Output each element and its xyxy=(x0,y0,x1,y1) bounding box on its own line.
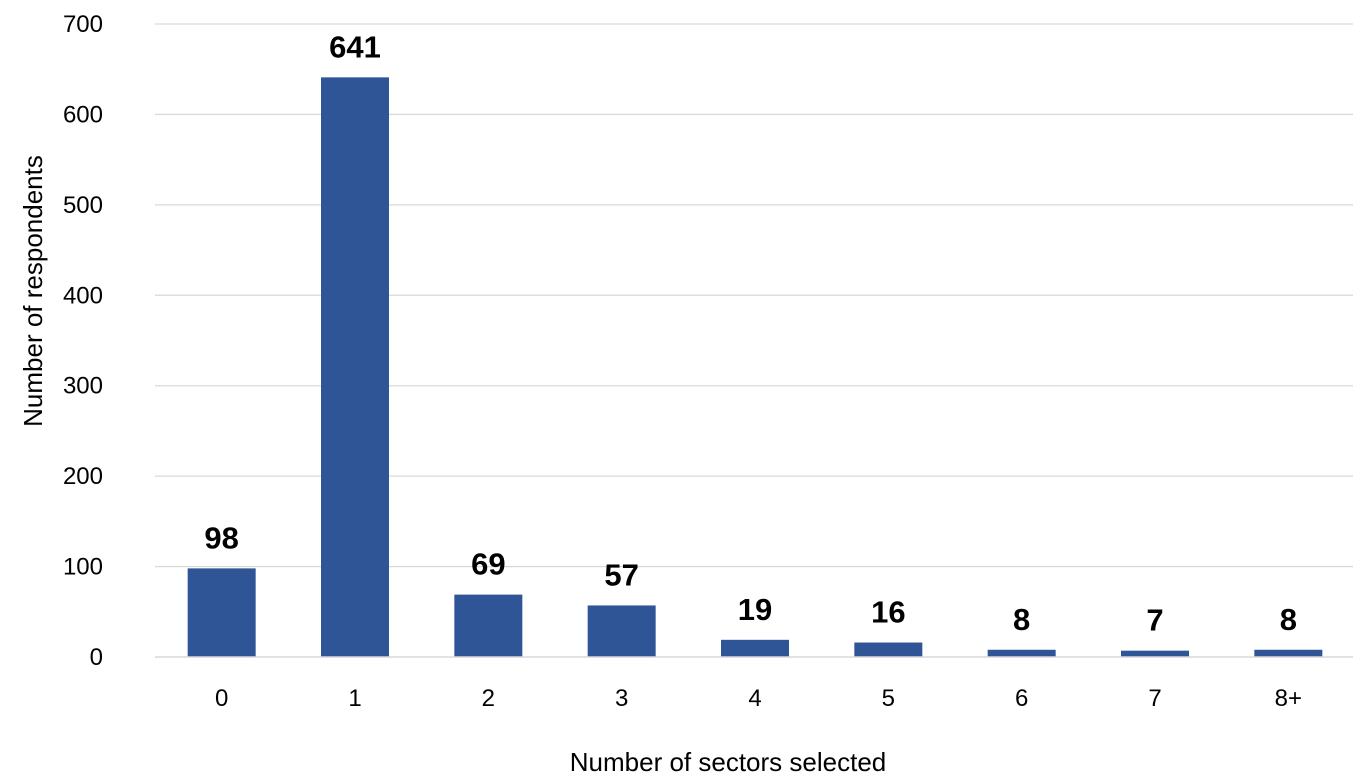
x-axis-ticks: 0 1 2 3 4 5 6 7 8+ xyxy=(215,685,1302,712)
y-tick-label: 100 xyxy=(63,554,103,581)
y-tick-label: 300 xyxy=(63,373,103,400)
bar-6 xyxy=(987,649,1056,657)
y-tick-label: 700 xyxy=(63,11,103,38)
bar-7 xyxy=(1121,650,1189,657)
x-tick-label: 0 xyxy=(215,685,228,712)
x-tick-label: 7 xyxy=(1148,685,1161,712)
bar-1 xyxy=(321,77,389,658)
bar-2 xyxy=(454,594,523,657)
x-tick-label: 1 xyxy=(348,685,361,712)
y-tick-label: 200 xyxy=(63,463,103,490)
data-label: 19 xyxy=(738,592,772,627)
y-axis-title: Number of respondents xyxy=(18,155,48,427)
y-tick-label: 600 xyxy=(63,101,103,128)
y-axis-ticks: 0 100 200 300 400 500 600 700 xyxy=(63,11,103,671)
data-label: 57 xyxy=(604,557,638,592)
bar-5 xyxy=(854,642,923,657)
x-tick-label: 6 xyxy=(1015,685,1028,712)
bar-3 xyxy=(587,605,656,657)
data-label: 8 xyxy=(1280,602,1297,637)
x-tick-label: 4 xyxy=(748,685,761,712)
data-label: 16 xyxy=(871,595,905,630)
x-tick-label: 8+ xyxy=(1275,685,1302,712)
data-label: 641 xyxy=(329,29,381,64)
bars xyxy=(187,77,1323,658)
y-tick-label: 0 xyxy=(90,644,103,671)
bar-8+ xyxy=(1254,649,1323,657)
y-tick-label: 500 xyxy=(63,192,103,219)
data-labels: 98 641 69 57 19 16 8 7 8 xyxy=(204,29,1297,637)
data-label: 69 xyxy=(471,547,505,582)
bar-4 xyxy=(721,639,789,657)
x-axis-title: Number of sectors selected xyxy=(570,747,886,776)
x-tick-label: 3 xyxy=(615,685,628,712)
x-tick-label: 2 xyxy=(482,685,495,712)
bar-0 xyxy=(187,568,256,657)
y-tick-label: 400 xyxy=(63,282,103,309)
data-label: 8 xyxy=(1013,602,1030,637)
data-label: 7 xyxy=(1146,603,1163,638)
x-tick-label: 5 xyxy=(882,685,895,712)
data-label: 98 xyxy=(204,520,238,555)
